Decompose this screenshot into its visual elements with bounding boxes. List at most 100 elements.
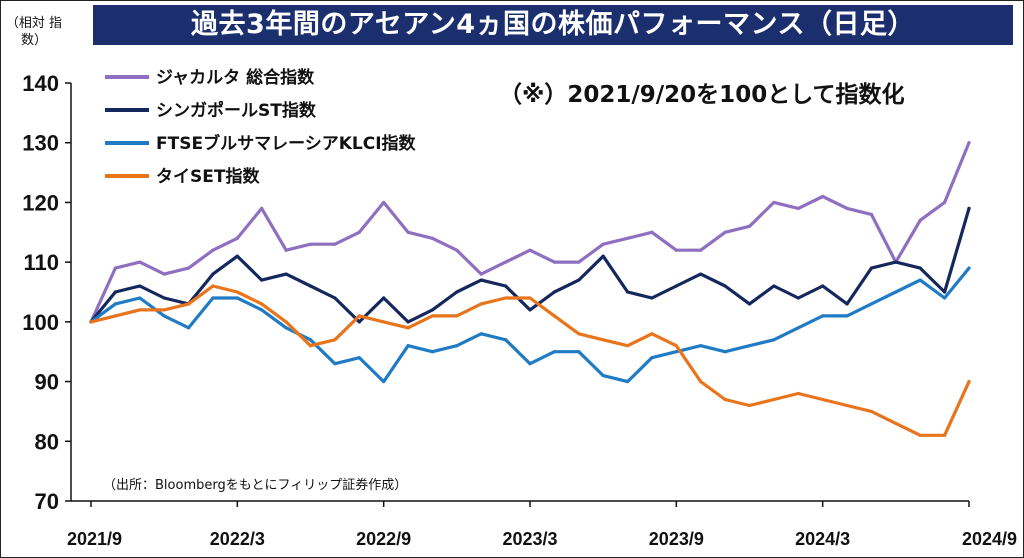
data-point [284, 248, 288, 252]
data-point [601, 338, 605, 342]
data-point [577, 278, 581, 282]
data-point [186, 326, 191, 330]
data-point [772, 200, 776, 205]
data-point [455, 314, 459, 318]
series-layer [89, 141, 971, 437]
data-point [869, 409, 874, 414]
data-point [382, 379, 386, 384]
data-point [552, 350, 556, 354]
data-point [821, 194, 825, 199]
data-point [211, 284, 215, 288]
data-point [577, 332, 581, 336]
data-point [967, 141, 971, 145]
data-point [162, 296, 166, 300]
data-point [235, 290, 239, 294]
data-point [455, 290, 459, 294]
data-point [357, 356, 361, 360]
data-point [333, 242, 337, 246]
data-point [235, 296, 239, 300]
data-point [406, 320, 410, 324]
source-note: （出所：Bloombergをもとにフィリップ証券作成） [103, 477, 407, 493]
data-point [528, 248, 532, 252]
data-point [382, 296, 386, 300]
data-point [894, 421, 898, 425]
data-point [601, 374, 605, 378]
data-point [796, 206, 800, 210]
data-point [577, 260, 581, 264]
data-point [260, 302, 264, 306]
x-tick-label: 2021/9 [67, 529, 122, 549]
data-point [552, 290, 556, 294]
data-point [138, 308, 142, 312]
data-point [674, 350, 678, 354]
data-point [504, 260, 508, 264]
data-point [211, 272, 215, 276]
data-point [796, 391, 800, 396]
data-point [650, 230, 654, 234]
data-point [821, 284, 825, 288]
data-point [967, 266, 971, 270]
data-point [308, 344, 313, 348]
data-point [211, 296, 215, 300]
data-point [235, 254, 239, 258]
data-point [430, 314, 435, 318]
data-point [504, 338, 508, 342]
data-point [723, 397, 727, 402]
x-tick-label: 2022/3 [210, 529, 265, 549]
data-point [943, 296, 947, 300]
data-point [747, 224, 752, 228]
data-point [333, 338, 337, 342]
data-point [625, 236, 630, 240]
data-point [382, 320, 386, 324]
data-point [674, 248, 678, 252]
y-tick-label: 110 [24, 250, 60, 275]
data-point [455, 248, 459, 252]
data-point [577, 350, 581, 354]
data-point [699, 272, 703, 276]
data-point [308, 284, 313, 288]
y-axis-unit-label: （相対 指数） [5, 16, 63, 48]
legend-label: ジャカルタ 総合指数 [156, 67, 315, 88]
data-point [430, 236, 435, 240]
data-point [455, 344, 459, 348]
data-point [504, 296, 508, 300]
data-point [650, 332, 654, 336]
y-tick-label: 120 [22, 190, 59, 215]
data-point [894, 260, 898, 264]
x-axis: 2021/9 2022/3 2022/9 2023/3 2023/9 2024/3 2024… [67, 500, 1017, 549]
x-tick-label: 2023/9 [649, 529, 704, 549]
data-point [357, 320, 361, 324]
y-tick-label: 70 [35, 489, 59, 514]
data-point [552, 314, 556, 318]
data-point [333, 362, 337, 366]
data-point [723, 284, 727, 288]
legend-label: FTSEブルサマレーシアKLCI指数 [156, 133, 417, 154]
data-point [186, 266, 191, 270]
data-point [406, 230, 410, 234]
data-point [601, 242, 605, 246]
data-point [284, 272, 288, 276]
data-point [113, 290, 117, 294]
data-point [821, 314, 825, 318]
data-point [723, 230, 727, 234]
data-point [723, 350, 727, 354]
data-point [845, 403, 849, 408]
data-point [699, 248, 703, 252]
data-point [113, 266, 117, 270]
data-point [845, 206, 849, 210]
data-point [552, 260, 556, 264]
data-point [186, 302, 191, 306]
data-point [357, 314, 361, 318]
data-point [869, 212, 874, 216]
data-point [284, 326, 288, 330]
data-point [845, 302, 849, 306]
data-point [625, 290, 630, 294]
data-point [967, 206, 971, 210]
y-tick-label: 80 [35, 429, 59, 454]
data-point [479, 302, 483, 306]
data-point [625, 379, 630, 384]
data-point [747, 403, 752, 408]
data-point [747, 302, 752, 306]
data-point [235, 236, 239, 240]
